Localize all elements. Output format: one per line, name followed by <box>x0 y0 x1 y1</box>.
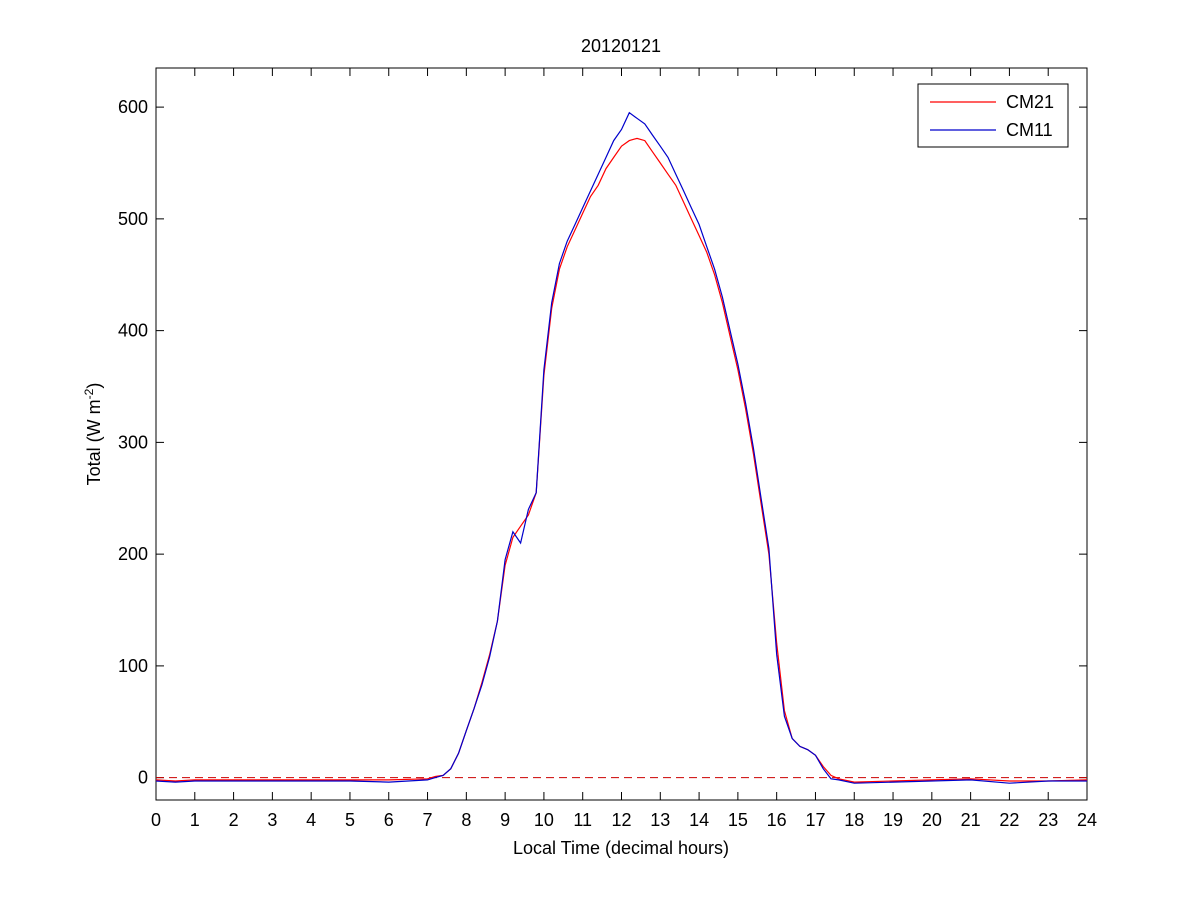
series-layer <box>155 111 1088 784</box>
x-axis-label: Local Time (decimal hours) <box>513 838 729 858</box>
legend: CM21 CM11 <box>917 83 1069 148</box>
y-tick-label: 200 <box>118 544 148 564</box>
x-tick-label: 11 <box>573 810 592 830</box>
x-tick-label: 20 <box>922 810 942 830</box>
x-tick-label: 24 <box>1077 810 1097 830</box>
x-axis: 0 1 2 3 4 5 6 7 8 9 10 11 12 13 14 15 16 17 18 19 20 21 22 23 24 <box>151 68 1097 830</box>
x-tick-label: 2 <box>229 810 239 830</box>
y-axis-label: Total (W m-2) <box>82 383 104 486</box>
x-tick-label: 21 <box>961 810 981 830</box>
x-tick-label: 13 <box>650 810 670 830</box>
x-tick-label: 4 <box>306 810 316 830</box>
chart-title: 20120121 <box>581 36 661 56</box>
x-tick-label: 22 <box>999 810 1019 830</box>
x-tick-label: 0 <box>151 810 161 830</box>
x-tick-label: 6 <box>384 810 394 830</box>
y-axis-label-close: ) <box>84 383 104 389</box>
x-tick-label: 12 <box>611 810 631 830</box>
y-axis-label-base: Total (W m <box>84 399 104 485</box>
y-axis-label-exponent: -2 <box>82 388 96 399</box>
legend-label: CM11 <box>1006 120 1053 140</box>
x-tick-label: 16 <box>767 810 787 830</box>
x-tick-label: 23 <box>1038 810 1058 830</box>
y-tick-label: 600 <box>118 97 148 117</box>
y-tick-label: 300 <box>118 432 148 452</box>
legend-box <box>917 83 1069 148</box>
x-tick-label: 10 <box>534 810 554 830</box>
plot-area: 0 1 2 3 4 5 6 7 8 9 10 11 12 13 14 15 16 17 18 19 20 21 22 23 24… <box>118 67 1097 830</box>
y-tick-label: 500 <box>118 209 148 229</box>
x-tick-label: 19 <box>883 810 903 830</box>
x-tick-label: 17 <box>805 810 825 830</box>
x-tick-label: 7 <box>423 810 433 830</box>
x-tick-label: 3 <box>267 810 277 830</box>
x-tick-label: 8 <box>461 810 471 830</box>
series-line-cm11 <box>155 111 1087 784</box>
x-tick-label: 1 <box>190 810 200 830</box>
x-tick-label: 18 <box>844 810 864 830</box>
x-tick-label: 5 <box>345 810 355 830</box>
x-tick-label: 14 <box>689 810 709 830</box>
y-tick-label: 0 <box>138 768 148 788</box>
y-axis: 0 100 200 300 400 500 600 <box>118 97 1087 788</box>
x-tick-label: 9 <box>500 810 510 830</box>
y-tick-label: 100 <box>118 656 148 676</box>
y-tick-label: 400 <box>118 321 148 341</box>
legend-label: CM21 <box>1006 92 1054 112</box>
x-tick-label: 15 <box>728 810 748 830</box>
